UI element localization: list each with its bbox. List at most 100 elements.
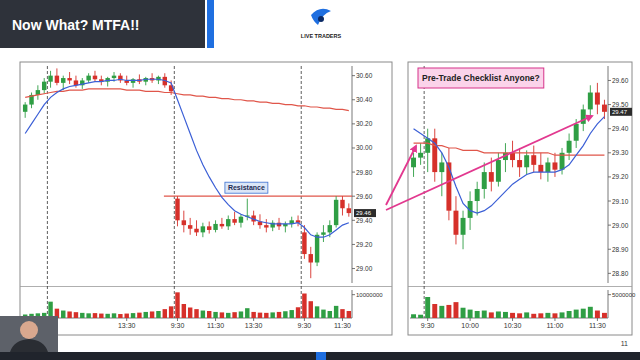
x-tick bbox=[253, 318, 254, 321]
candle-body bbox=[567, 141, 572, 153]
candle-body bbox=[23, 105, 27, 112]
volume-bar bbox=[461, 308, 466, 318]
volume-bar bbox=[226, 313, 230, 318]
volume-bar bbox=[538, 313, 543, 318]
volume-bar bbox=[446, 305, 451, 318]
volume-bar bbox=[475, 311, 480, 318]
candle-body bbox=[574, 124, 579, 141]
pane-separator bbox=[20, 286, 392, 287]
candle-wick bbox=[196, 220, 197, 236]
candle-body bbox=[315, 235, 319, 263]
x-tick-label: 13:30 bbox=[245, 322, 263, 329]
chart-frame bbox=[408, 62, 632, 335]
volume-bar bbox=[334, 306, 338, 318]
y-tick-label: 29.50 bbox=[612, 101, 629, 108]
volume-bar bbox=[468, 310, 473, 318]
y-tick bbox=[352, 123, 355, 124]
volume-bar bbox=[545, 313, 550, 318]
volume-bar bbox=[232, 312, 236, 318]
volume-bar bbox=[251, 312, 255, 318]
candle-wick bbox=[285, 222, 286, 233]
volume-bar bbox=[517, 313, 522, 318]
candle-wick bbox=[441, 153, 442, 196]
candle-body bbox=[496, 160, 501, 182]
volume-bar bbox=[264, 313, 268, 318]
volume-plot bbox=[411, 297, 607, 318]
candle-body bbox=[411, 158, 416, 168]
x-tick-label: 9:30 bbox=[171, 322, 185, 329]
volume-bar bbox=[131, 313, 135, 318]
candle-body bbox=[453, 211, 458, 235]
y-tick-label: 30.00 bbox=[356, 144, 373, 151]
candle-body bbox=[418, 153, 423, 158]
candle-body bbox=[182, 220, 186, 225]
slide-background bbox=[0, 0, 640, 360]
volume-bar bbox=[220, 312, 224, 318]
resistance-line bbox=[164, 196, 352, 197]
volume-bar bbox=[118, 314, 122, 318]
volume-bar bbox=[67, 311, 71, 318]
x-tick-label: 11:30 bbox=[334, 322, 351, 329]
volume-bar bbox=[239, 311, 243, 318]
volume-bar bbox=[163, 309, 167, 318]
webcam-head bbox=[20, 321, 38, 339]
candle-body bbox=[588, 93, 593, 110]
webcam-shoulders bbox=[10, 339, 48, 352]
logo-dot bbox=[318, 16, 324, 22]
candle-body bbox=[482, 172, 487, 189]
volume-bar bbox=[510, 313, 515, 318]
candle-body bbox=[55, 76, 59, 83]
volume-bar bbox=[270, 312, 274, 318]
volume-bar bbox=[482, 311, 487, 318]
volume-bar bbox=[425, 297, 430, 318]
x-tick-label: 11:00 bbox=[546, 322, 563, 329]
candle-body bbox=[112, 76, 116, 78]
x-tick bbox=[427, 318, 428, 321]
volume-bar bbox=[439, 306, 444, 318]
volume-bar bbox=[137, 313, 141, 318]
logo-text: LIVE TRADERS bbox=[301, 33, 342, 39]
y-tick-label: 29.10 bbox=[612, 198, 629, 205]
annotation-box bbox=[225, 182, 268, 193]
volume-bar bbox=[503, 312, 508, 318]
volume-bar bbox=[48, 302, 52, 318]
volume-bar bbox=[296, 307, 300, 318]
last-price-tag bbox=[610, 108, 632, 116]
y-tick-label: 29.00 bbox=[612, 222, 629, 229]
y-tick bbox=[352, 196, 355, 197]
candle-body bbox=[194, 229, 198, 233]
candle-body bbox=[207, 226, 211, 230]
candle-body bbox=[239, 217, 243, 223]
price-plot bbox=[411, 83, 607, 249]
link-arrow bbox=[386, 146, 416, 205]
x-tick bbox=[470, 318, 471, 321]
chart-frame bbox=[20, 62, 392, 335]
volume-bar bbox=[93, 313, 97, 318]
y-tick bbox=[608, 128, 611, 129]
header-accent bbox=[207, 0, 214, 48]
chart: 30.6030.4030.2030.0029.8029.6029.4029.20… bbox=[20, 62, 392, 335]
x-tick-label: 13:30 bbox=[118, 322, 136, 329]
price-axis bbox=[608, 66, 609, 283]
volume-tick bbox=[608, 294, 611, 295]
candle-body bbox=[595, 93, 600, 105]
logo-mark bbox=[311, 9, 331, 25]
webcam-frame bbox=[0, 316, 58, 352]
y-tick-label: 30.20 bbox=[356, 120, 373, 127]
volume-axis bbox=[352, 290, 353, 318]
volume-bar bbox=[315, 306, 319, 318]
volume-bar bbox=[112, 313, 116, 318]
volume-bar bbox=[496, 311, 501, 318]
moving-average bbox=[25, 89, 349, 111]
candle-body bbox=[175, 199, 179, 221]
candle-body bbox=[334, 200, 338, 225]
y-tick bbox=[352, 220, 355, 221]
y-tick bbox=[352, 75, 355, 76]
candle-body bbox=[264, 225, 268, 227]
volume-bar bbox=[321, 310, 325, 318]
candle-body bbox=[347, 208, 351, 213]
x-tick bbox=[512, 318, 513, 321]
y-tick-label: 28.90 bbox=[612, 246, 629, 253]
candle-body bbox=[93, 76, 97, 80]
candle-body bbox=[489, 172, 494, 182]
